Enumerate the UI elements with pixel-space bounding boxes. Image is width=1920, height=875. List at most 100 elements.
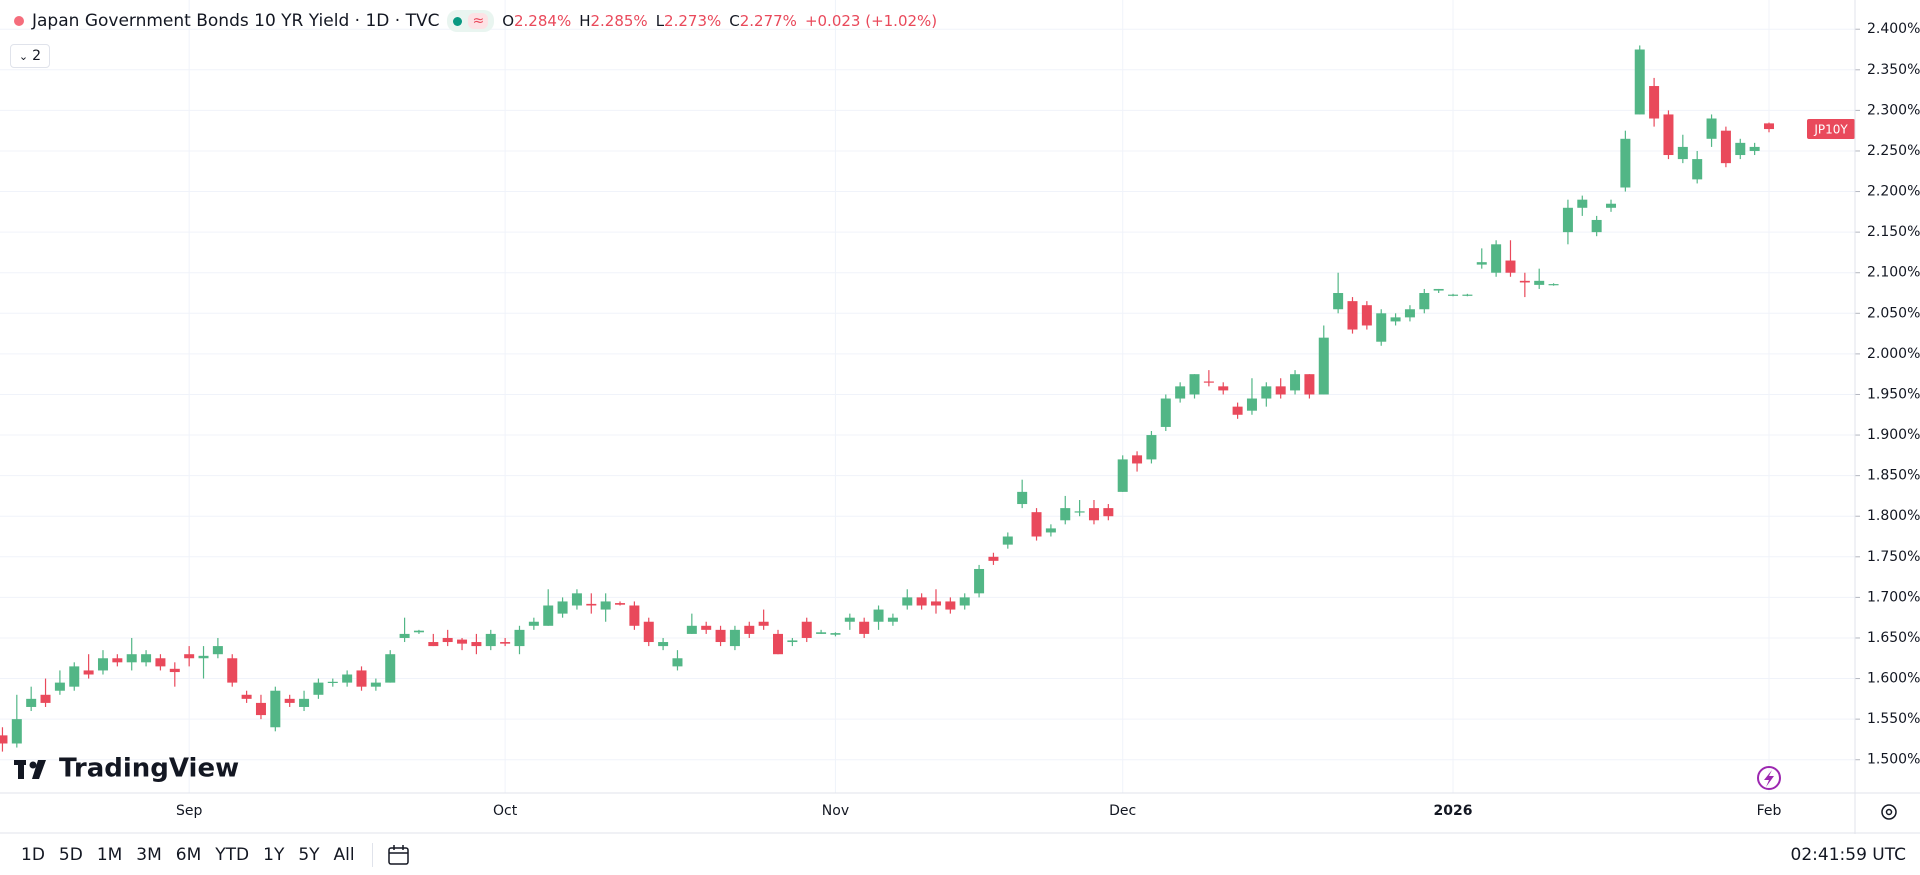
- symbol-title[interactable]: Japan Government Bonds 10 YR Yield · 1D …: [32, 11, 440, 31]
- y-tick-label: 2.250%: [1867, 143, 1920, 159]
- candle-body: [758, 621, 769, 626]
- indicators-toggle[interactable]: ⌄ 2: [10, 44, 50, 68]
- candle-body: [385, 654, 396, 683]
- candle-body: [1476, 262, 1487, 265]
- ohlc-key: O: [502, 12, 514, 30]
- settings-icon[interactable]: [1881, 804, 1897, 820]
- candle-body: [1290, 374, 1301, 391]
- candle-body: [1620, 138, 1631, 188]
- candle-body: [1060, 508, 1071, 521]
- candle-body: [1433, 288, 1444, 291]
- range-button[interactable]: 3M: [136, 844, 162, 865]
- candle-body: [543, 605, 554, 626]
- range-button[interactable]: 6M: [175, 844, 202, 865]
- ohlc-value: 2.273%: [664, 12, 722, 30]
- candle-body: [1448, 294, 1459, 296]
- y-tick-label: 1.700%: [1867, 589, 1920, 605]
- clock: 02:41:59 UTC: [1790, 844, 1906, 865]
- bottom-toolbar: 1D 5D 1M 3M 6M YTD 1Y 5Y All 02:41:59 UTC: [0, 834, 1920, 875]
- candle-body: [1376, 313, 1387, 342]
- candle-body: [629, 605, 640, 626]
- candle-body: [40, 694, 51, 703]
- candle-body: [0, 735, 8, 744]
- range-button[interactable]: 1Y: [263, 844, 285, 865]
- candle-body: [773, 633, 784, 655]
- x-tick-label: Dec: [1109, 803, 1136, 819]
- candle-body: [715, 629, 726, 643]
- candle-body: [1045, 528, 1056, 533]
- candle-body: [1706, 118, 1717, 139]
- candle-body: [787, 640, 798, 643]
- x-tick-label: Oct: [493, 803, 518, 819]
- legend-header: Japan Government Bonds 10 YR Yield · 1D …: [14, 10, 937, 32]
- candle-body: [155, 658, 166, 667]
- candle-body: [988, 556, 999, 561]
- candle-body: [255, 702, 266, 716]
- candle-body: [1404, 309, 1415, 318]
- candle-body: [241, 694, 252, 699]
- ohlc-value: 2.285%: [590, 12, 648, 30]
- candle-body: [1088, 508, 1099, 521]
- candle-body: [1074, 511, 1085, 513]
- candle-body: [69, 666, 80, 687]
- symbol-tag: JP10Y: [1813, 123, 1848, 137]
- range-button[interactable]: 1D: [21, 844, 45, 865]
- candle-body: [485, 633, 496, 647]
- candle-body: [1749, 146, 1760, 151]
- separator: [371, 842, 373, 867]
- candle-body: [1677, 146, 1688, 160]
- y-tick-label: 1.500%: [1867, 752, 1920, 768]
- ohlc-value: 2.277%: [739, 12, 797, 30]
- candle-body: [1146, 435, 1157, 460]
- range-button[interactable]: All: [333, 844, 355, 865]
- candle-body: [1562, 207, 1573, 233]
- lightning-icon[interactable]: [1757, 766, 1781, 790]
- range-button[interactable]: 5Y: [298, 844, 320, 865]
- ohlc-value: 2.284%: [514, 12, 572, 30]
- candle-body: [1175, 386, 1186, 399]
- candle-body: [184, 654, 195, 659]
- y-tick-label: 2.400%: [1867, 21, 1920, 37]
- x-tick-label: 2026: [1434, 803, 1473, 819]
- candle-body: [1649, 86, 1660, 119]
- y-tick-label: 2.300%: [1867, 102, 1920, 118]
- y-tick-label: 1.800%: [1867, 508, 1920, 524]
- status-pill[interactable]: ≈: [447, 10, 495, 32]
- candle-body: [97, 658, 108, 671]
- candle-body: [816, 632, 827, 634]
- date-range-icon[interactable]: [387, 843, 411, 867]
- candle-body: [859, 621, 870, 634]
- candle-body: [370, 682, 381, 687]
- candle-body: [528, 621, 539, 626]
- candle-body: [299, 698, 310, 707]
- candle-body: [327, 681, 338, 684]
- candle-body: [945, 601, 956, 610]
- candle-body: [169, 668, 180, 673]
- candle-body: [1735, 142, 1746, 156]
- candle-body: [1246, 398, 1257, 411]
- candle-body: [1534, 280, 1545, 285]
- candle-body: [600, 601, 611, 610]
- candle-body: [1275, 386, 1286, 395]
- ohlc-key: H: [579, 12, 591, 30]
- candle-body: [887, 617, 898, 622]
- range-button[interactable]: 1M: [96, 844, 123, 865]
- y-tick-label: 1.850%: [1867, 468, 1920, 484]
- y-tick-label: 2.050%: [1867, 305, 1920, 321]
- candle-body: [356, 670, 367, 687]
- candle-body: [1031, 512, 1042, 537]
- symbol-tag-bg: [1807, 119, 1855, 140]
- range-button[interactable]: YTD: [215, 844, 250, 865]
- candle-body: [500, 642, 511, 644]
- candle-body: [729, 629, 740, 647]
- range-button[interactable]: 5D: [58, 844, 83, 865]
- candle-body: [198, 655, 209, 659]
- y-tick-label: 2.150%: [1867, 224, 1920, 240]
- range-buttons: 1D 5D 1M 3M 6M YTD 1Y 5Y All: [14, 845, 362, 865]
- change: +0.023 (+1.02%): [804, 12, 938, 30]
- y-tick-label: 2.000%: [1867, 346, 1920, 362]
- candle-body: [1692, 159, 1703, 180]
- candle-body: [658, 642, 669, 647]
- candle-body: [586, 603, 597, 606]
